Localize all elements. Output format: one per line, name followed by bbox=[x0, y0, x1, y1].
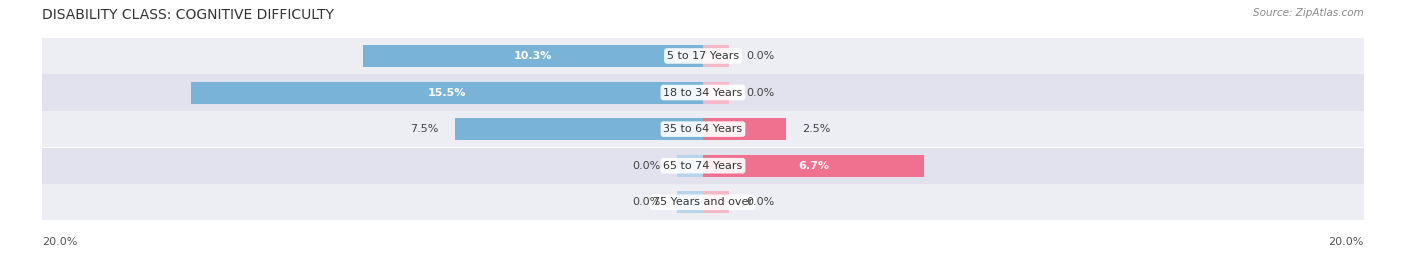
Text: 18 to 34 Years: 18 to 34 Years bbox=[664, 87, 742, 98]
Bar bbox=[42, 38, 1364, 74]
Text: 10.3%: 10.3% bbox=[513, 51, 553, 61]
Bar bbox=[42, 75, 1364, 111]
Bar bbox=[703, 82, 730, 104]
Bar bbox=[42, 148, 1364, 184]
Bar bbox=[703, 191, 730, 213]
Bar bbox=[42, 184, 1364, 220]
Bar bbox=[676, 191, 703, 213]
Text: 0.0%: 0.0% bbox=[747, 197, 775, 207]
Bar bbox=[703, 155, 924, 177]
Text: Source: ZipAtlas.com: Source: ZipAtlas.com bbox=[1253, 8, 1364, 18]
Bar bbox=[703, 45, 730, 67]
Text: 65 to 74 Years: 65 to 74 Years bbox=[664, 161, 742, 171]
Bar bbox=[191, 82, 703, 104]
Text: 0.0%: 0.0% bbox=[631, 197, 659, 207]
Bar bbox=[703, 118, 786, 140]
Text: 0.0%: 0.0% bbox=[747, 51, 775, 61]
Text: 6.7%: 6.7% bbox=[799, 161, 830, 171]
Text: 0.0%: 0.0% bbox=[631, 161, 659, 171]
Text: 20.0%: 20.0% bbox=[1329, 237, 1364, 247]
Text: 5 to 17 Years: 5 to 17 Years bbox=[666, 51, 740, 61]
Text: 35 to 64 Years: 35 to 64 Years bbox=[664, 124, 742, 134]
Text: 15.5%: 15.5% bbox=[427, 87, 467, 98]
Text: 7.5%: 7.5% bbox=[411, 124, 439, 134]
Bar bbox=[42, 111, 1364, 147]
Text: 2.5%: 2.5% bbox=[801, 124, 831, 134]
Bar bbox=[676, 155, 703, 177]
Bar bbox=[363, 45, 703, 67]
Bar bbox=[456, 118, 703, 140]
Text: DISABILITY CLASS: COGNITIVE DIFFICULTY: DISABILITY CLASS: COGNITIVE DIFFICULTY bbox=[42, 8, 335, 22]
Text: 20.0%: 20.0% bbox=[42, 237, 77, 247]
Text: 0.0%: 0.0% bbox=[747, 87, 775, 98]
Text: 75 Years and over: 75 Years and over bbox=[652, 197, 754, 207]
